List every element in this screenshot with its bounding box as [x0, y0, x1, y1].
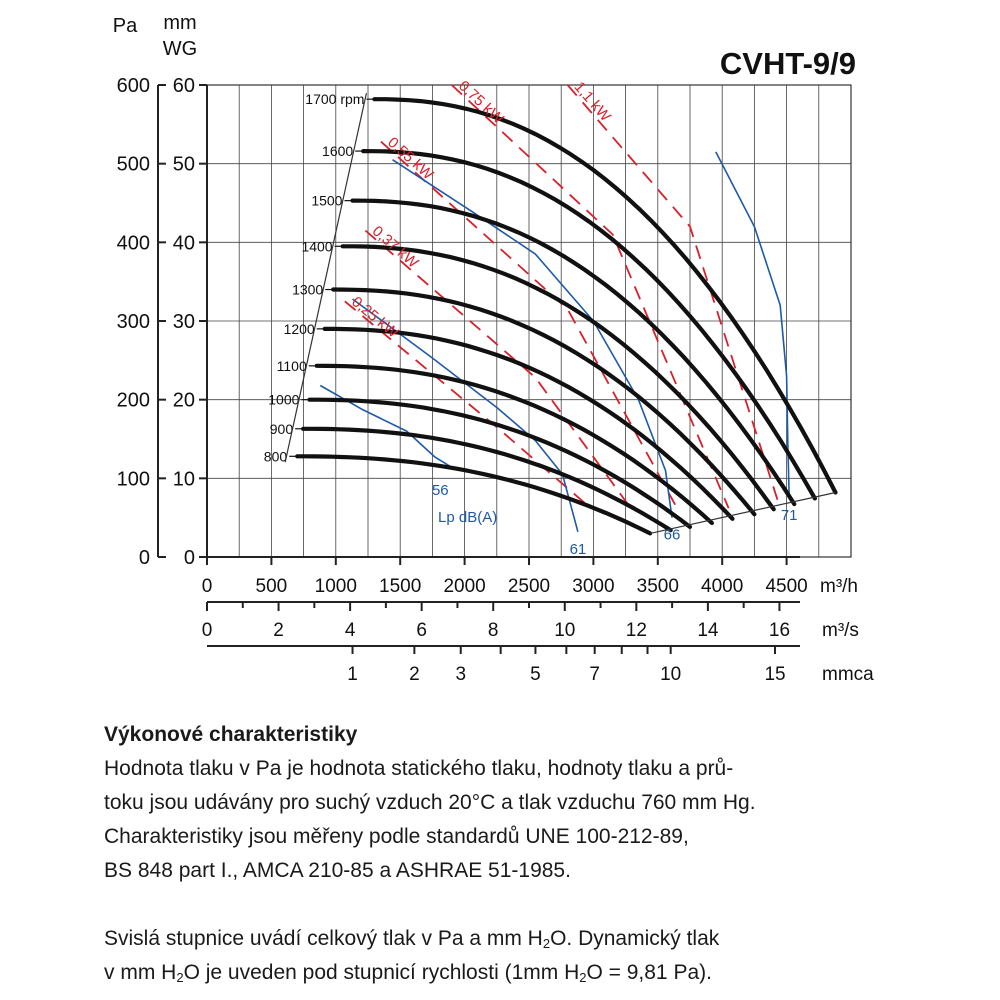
- noise-line-label: 56: [432, 482, 449, 499]
- y-axis-pa-tick-label: 500: [117, 154, 150, 176]
- speed-curve: [361, 149, 818, 501]
- description-line: Svislá stupnice uvádí celkový tlak v Pa …: [104, 927, 720, 951]
- x-axis-m3s-tick-label: 4: [345, 620, 356, 641]
- power-line-label: 0,25 kW: [348, 293, 402, 342]
- y-axis-mmwg-tick-label: 0: [184, 547, 195, 569]
- speed-curve-label: 1100: [277, 358, 307, 374]
- description-heading: Výkonové charakteristiky: [104, 723, 358, 746]
- y-axis-mmwg-tick-label: 40: [173, 232, 195, 254]
- x-axis-unit-m3h: m³/h: [820, 576, 858, 597]
- noise-line: [352, 298, 579, 533]
- power-lines: [344, 84, 782, 509]
- y-axis-unit-pa: Pa: [113, 15, 138, 37]
- noise-line-label: 61: [570, 541, 587, 558]
- x-axis-mmca-tick-label: 15: [764, 664, 785, 685]
- speed-curve-label: 900: [270, 421, 294, 437]
- power-line-label: 0,55 kW: [384, 134, 437, 184]
- y-axis-mmwg-tick-label: 50: [173, 154, 195, 176]
- x-axis-m3s-tick-label: 8: [488, 620, 499, 641]
- performance-description: Výkonové charakteristiky Hodnota tlaku v…: [104, 718, 924, 990]
- noise-line-label: 66: [664, 527, 681, 544]
- y-axis-mmwg-tick-label: 20: [173, 390, 195, 412]
- description-line: v mm H2O je uveden pod stupnicí rychlost…: [104, 961, 712, 985]
- x-axis-mmca-tick-label: 3: [455, 664, 466, 685]
- x-axis-m3s-tick-label: 12: [626, 620, 647, 641]
- power-line: [380, 140, 678, 509]
- x-axis-m3h-tick-label: 3000: [572, 576, 614, 597]
- description-line: Hodnota tlaku v Pa je hodnota statického…: [104, 757, 734, 780]
- bottom-envelope-line: [649, 491, 836, 534]
- speed-curve: [350, 198, 797, 507]
- speed-curve: [322, 326, 735, 521]
- speed-curve-label: 1400: [301, 238, 332, 254]
- noise-line-label: 71: [781, 507, 798, 524]
- y-axis-unit-mm: mm: [163, 12, 196, 34]
- x-axis-mmca-tick-label: 5: [530, 664, 541, 685]
- x-axis-m3s-tick-label: 14: [697, 620, 719, 641]
- x-axis-m3s-tick-label: 2: [273, 620, 284, 641]
- x-axis-m3h-tick-label: 0: [202, 576, 213, 597]
- x-axis-mmca-tick-label: 2: [409, 664, 420, 685]
- y-axis-mmwg-tick-label: 10: [173, 468, 195, 490]
- y-axis-pa-tick-label: 600: [117, 75, 150, 97]
- description-line: Charakteristiky jsou měřeny podle standa…: [104, 825, 689, 848]
- y-axis-mmwg-tick-label: 60: [173, 75, 195, 97]
- x-axis-m3s-tick-label: 10: [554, 620, 575, 641]
- power-line: [451, 84, 730, 509]
- y-axis-pa-tick-label: 300: [117, 311, 150, 333]
- speed-curve: [301, 426, 673, 533]
- x-axis-m3h-tick-label: 4000: [701, 576, 743, 597]
- speed-curve: [340, 244, 776, 512]
- y-axis-unit-wg: WG: [163, 38, 197, 60]
- noise-unit-label: Lp dB(A): [438, 509, 497, 526]
- speed-curve: [307, 397, 693, 530]
- left-envelope-line: [284, 93, 368, 463]
- x-axis-m3h-tick-label: 2500: [508, 576, 550, 597]
- speed-curve-label: 1700 rpm: [305, 91, 364, 107]
- chart-title: CVHT-9/9: [720, 46, 856, 81]
- x-axis-m3s-tick-label: 16: [769, 620, 790, 641]
- x-axis-m3h-tick-label: 3500: [637, 576, 679, 597]
- speed-curve-label: 1300: [292, 282, 323, 298]
- fan-performance-chart: 1700 rpm16001500140013001200110010009008…: [113, 12, 874, 685]
- power-line: [364, 229, 632, 509]
- x-axis-unit-m3s: m³/s: [822, 620, 859, 641]
- speed-curves: [295, 97, 838, 536]
- x-axis-unit-mmca: mmca: [822, 664, 874, 685]
- x-axis-m3s-tick-label: 6: [416, 620, 427, 641]
- x-axis-m3h-tick-label: 500: [256, 576, 288, 597]
- x-axis-m3s-tick-label: 0: [202, 620, 213, 641]
- speed-curve: [314, 363, 715, 526]
- y-axis-mmwg-tick-label: 30: [173, 311, 195, 333]
- power-line: [566, 84, 782, 509]
- speed-curve: [295, 454, 653, 536]
- x-axis-m3h-tick-label: 4500: [765, 576, 807, 597]
- y-axis-pa-tick-label: 200: [117, 390, 150, 412]
- description-line: BS 848 part I., AMCA 210-85 a ASHRAE 51-…: [104, 859, 571, 882]
- x-axis-mmca-tick-label: 1: [347, 664, 358, 685]
- y-axis-pa-tick-label: 0: [139, 547, 150, 569]
- x-axis-mmca-tick-label: 10: [660, 664, 681, 685]
- x-axis-m3h-tick-label: 1000: [315, 576, 357, 597]
- y-axis-pa-tick-label: 100: [117, 468, 150, 490]
- speed-curve-label: 1000: [268, 392, 299, 408]
- speed-curve-label: 1600: [322, 143, 353, 159]
- x-axis-m3h-tick-label: 2000: [443, 576, 485, 597]
- speed-curve: [331, 287, 757, 517]
- description-line: toku jsou udávány pro suchý vzduch 20°C …: [104, 791, 756, 814]
- power-line: [344, 300, 592, 509]
- y-axis-pa-tick-label: 400: [117, 232, 150, 254]
- speed-curve-label: 1200: [284, 321, 315, 337]
- x-axis-mmca-tick-label: 7: [589, 664, 600, 685]
- speed-curve-label: 1500: [311, 193, 342, 209]
- x-axis-m3h-tick-label: 1500: [379, 576, 421, 597]
- speed-curve: [372, 97, 838, 495]
- speed-curve-label: 800: [264, 448, 288, 464]
